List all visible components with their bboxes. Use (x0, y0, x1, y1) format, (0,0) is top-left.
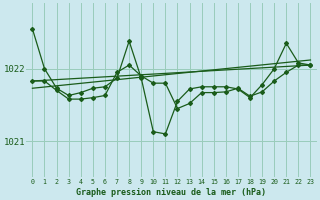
X-axis label: Graphe pression niveau de la mer (hPa): Graphe pression niveau de la mer (hPa) (76, 188, 267, 197)
